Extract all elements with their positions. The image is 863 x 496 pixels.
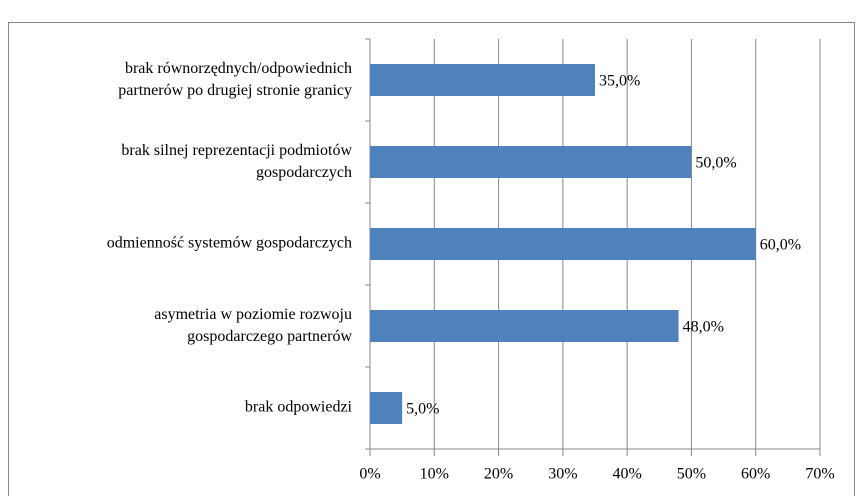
y-tick-label: asymetria w poziomie rozwoju gospodarczeg… <box>154 306 352 345</box>
x-tick-label: 30% <box>548 466 577 483</box>
y-tick-label: brak odpowiedzi <box>245 399 353 416</box>
x-tick-label: 10% <box>420 466 449 483</box>
bar <box>370 64 595 96</box>
y-tick-label: odmienność systemów gospodarczych <box>107 235 352 252</box>
y-tick-label: brak równorzędnych/odpowiednich partnerów… <box>118 60 352 99</box>
data-label: 5,0% <box>406 401 439 418</box>
x-tick-label: 60% <box>741 466 770 483</box>
x-tick-label: 50% <box>677 466 706 483</box>
bar <box>370 310 679 342</box>
bar <box>370 228 756 260</box>
data-label: 60,0% <box>760 237 801 254</box>
data-label: 48,0% <box>683 319 724 336</box>
x-tick-label: 70% <box>805 466 834 483</box>
y-tick-label: brak silnej reprezentacji podmiotów gospo… <box>121 142 352 181</box>
x-tick-label: 40% <box>612 466 641 483</box>
bar <box>370 146 692 178</box>
data-label: 50,0% <box>695 155 736 172</box>
x-tick-label: 20% <box>484 466 513 483</box>
data-label: 35,0% <box>599 73 640 90</box>
x-tick-label: 0% <box>359 466 380 483</box>
bar <box>370 392 403 424</box>
